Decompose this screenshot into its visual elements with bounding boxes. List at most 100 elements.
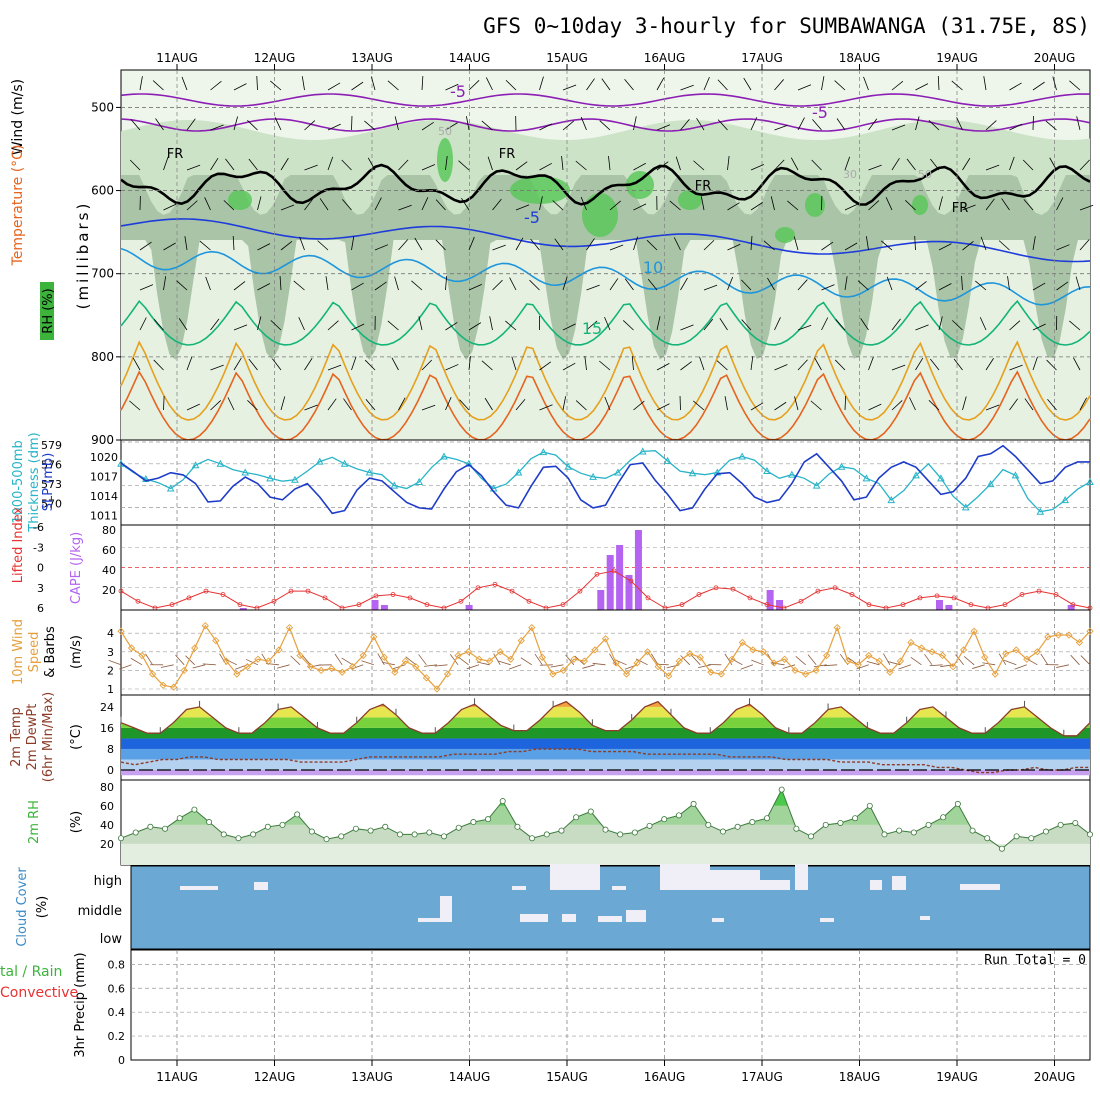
wind-speed-point <box>875 657 883 665</box>
wind-barb <box>580 116 587 131</box>
wind-barb-10m <box>498 660 511 666</box>
wind-speed-point <box>443 670 452 678</box>
wind-barb <box>552 200 564 211</box>
wind-barb <box>727 156 730 171</box>
wind-barb <box>468 236 475 251</box>
wind-barb <box>248 158 258 171</box>
wind-barb-10m <box>334 653 343 666</box>
wind-barb <box>445 397 452 411</box>
wind-barb <box>364 120 376 131</box>
rh-tick-label: 20 <box>100 838 114 851</box>
wind-barb-10m <box>192 664 206 669</box>
wind-speed-point <box>159 681 167 689</box>
cape-bar <box>380 605 388 610</box>
wind-barb <box>365 399 376 411</box>
wind-barb <box>794 396 799 411</box>
temp-contour-10 <box>120 247 1091 306</box>
thickness-tick-label: 573 <box>41 478 62 491</box>
lifted-index-line <box>120 570 1091 609</box>
wind-barb <box>797 279 808 291</box>
wind-barb-10m <box>898 664 912 670</box>
wind-speed-point <box>454 651 462 660</box>
wind-barb <box>586 320 598 331</box>
lifted-index-point <box>968 602 974 608</box>
wind-barb <box>703 76 710 91</box>
pressure-tick-label: 600 <box>91 184 114 198</box>
wind-barb-10m <box>666 664 680 669</box>
temp-band <box>121 727 1090 739</box>
wind-barb <box>680 361 692 371</box>
lifted-index-point <box>305 588 311 594</box>
cloud-mid-block <box>520 914 548 922</box>
temp-contour-minus5-c <box>120 218 1091 263</box>
wind-speed-point <box>896 657 905 665</box>
pressure-tick-label: 700 <box>91 267 114 281</box>
wind-barb <box>609 244 624 251</box>
wind-barb <box>790 157 799 171</box>
rh-2m-point <box>1042 828 1049 835</box>
cloud-high-block <box>254 882 268 890</box>
wind-barb <box>257 243 271 251</box>
wind-barb-10m <box>824 664 838 667</box>
wind-barb <box>962 204 976 211</box>
wind-speed-point <box>507 655 515 663</box>
wind-speed-point <box>296 651 304 660</box>
wind-barb <box>414 237 423 251</box>
wind-barb <box>374 244 389 251</box>
wind-barb <box>421 76 424 91</box>
wind-barb <box>421 359 433 371</box>
thickness-point <box>788 470 796 478</box>
wind-barb-10m <box>1056 664 1070 668</box>
wind-barb <box>719 318 728 331</box>
wind-barb <box>1024 398 1034 411</box>
wind-barb <box>257 283 271 291</box>
thickness-point <box>564 462 573 470</box>
wind-barb <box>139 76 143 91</box>
slp-tick-label: 1020 <box>90 451 118 464</box>
wind-barb-10m <box>185 655 196 666</box>
temp-label-2: 2m DewPt <box>25 704 40 771</box>
wind-speed-point <box>854 661 862 669</box>
wind-barb <box>624 278 634 291</box>
top-date-label: 20AUG <box>1034 51 1076 65</box>
lifted-index-point <box>458 598 464 604</box>
wind-barb <box>421 404 436 411</box>
wind-speed-point <box>328 664 336 673</box>
bottom-date-axis: 11AUG 12AUG 13AUG 14AUG 15AUG 16AUG 17AUG 18AUG… <box>156 1060 1075 1084</box>
lifted-index-point <box>492 581 498 587</box>
wind-speed-point <box>844 657 852 665</box>
wind-speed-point <box>212 636 220 645</box>
wind-barb-10m <box>740 664 754 670</box>
wind-barb <box>511 356 517 371</box>
wind-barb <box>163 203 177 211</box>
wind-barb <box>962 157 971 171</box>
wind-barb <box>743 77 752 91</box>
temperature-2m-panel: 24 16 8 0 <box>100 694 1091 781</box>
wind-barb <box>1009 320 1021 331</box>
wind-speed-point <box>665 672 673 680</box>
wind-speed-point <box>475 655 483 663</box>
wind-speed-point <box>865 651 873 660</box>
wind-barb-10m <box>224 658 238 666</box>
precip-tick-label: 0.8 <box>108 958 126 971</box>
wind-barb <box>492 279 503 291</box>
lifted-index-point <box>577 588 583 594</box>
rh-2m-point <box>1028 835 1035 842</box>
rh-2m-point <box>998 845 1005 852</box>
wind-speed-point <box>917 644 926 652</box>
wind-barb-10m <box>1080 655 1091 666</box>
wind-barb <box>387 320 399 331</box>
wind-barb <box>398 397 406 411</box>
wind-barb <box>445 322 458 331</box>
wind-speed-point <box>823 651 831 660</box>
bottom-date-label: 16AUG <box>644 1070 686 1084</box>
thickness-point <box>614 468 622 476</box>
wind-barb-10m <box>866 661 880 666</box>
lifted-index-point <box>747 595 753 601</box>
cloud-high-block <box>795 864 808 890</box>
bottom-date-label: 13AUG <box>351 1070 393 1084</box>
rh-2m-point <box>426 829 433 836</box>
wind-barb-10m <box>466 664 480 670</box>
wind-barb <box>1045 120 1057 131</box>
wind-barb <box>270 80 282 91</box>
